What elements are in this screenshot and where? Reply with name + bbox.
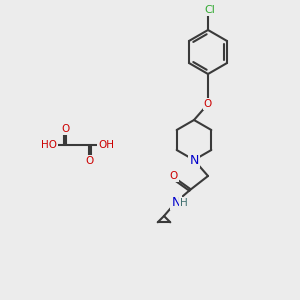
Text: Cl: Cl: [205, 5, 215, 15]
Text: O: O: [61, 124, 69, 134]
Text: O: O: [204, 99, 212, 109]
Text: OH: OH: [98, 140, 114, 150]
Text: HO: HO: [41, 140, 57, 150]
Text: N: N: [189, 154, 199, 166]
Text: O: O: [170, 171, 178, 181]
Text: H: H: [180, 198, 188, 208]
Text: O: O: [86, 156, 94, 166]
Text: N: N: [171, 196, 181, 208]
